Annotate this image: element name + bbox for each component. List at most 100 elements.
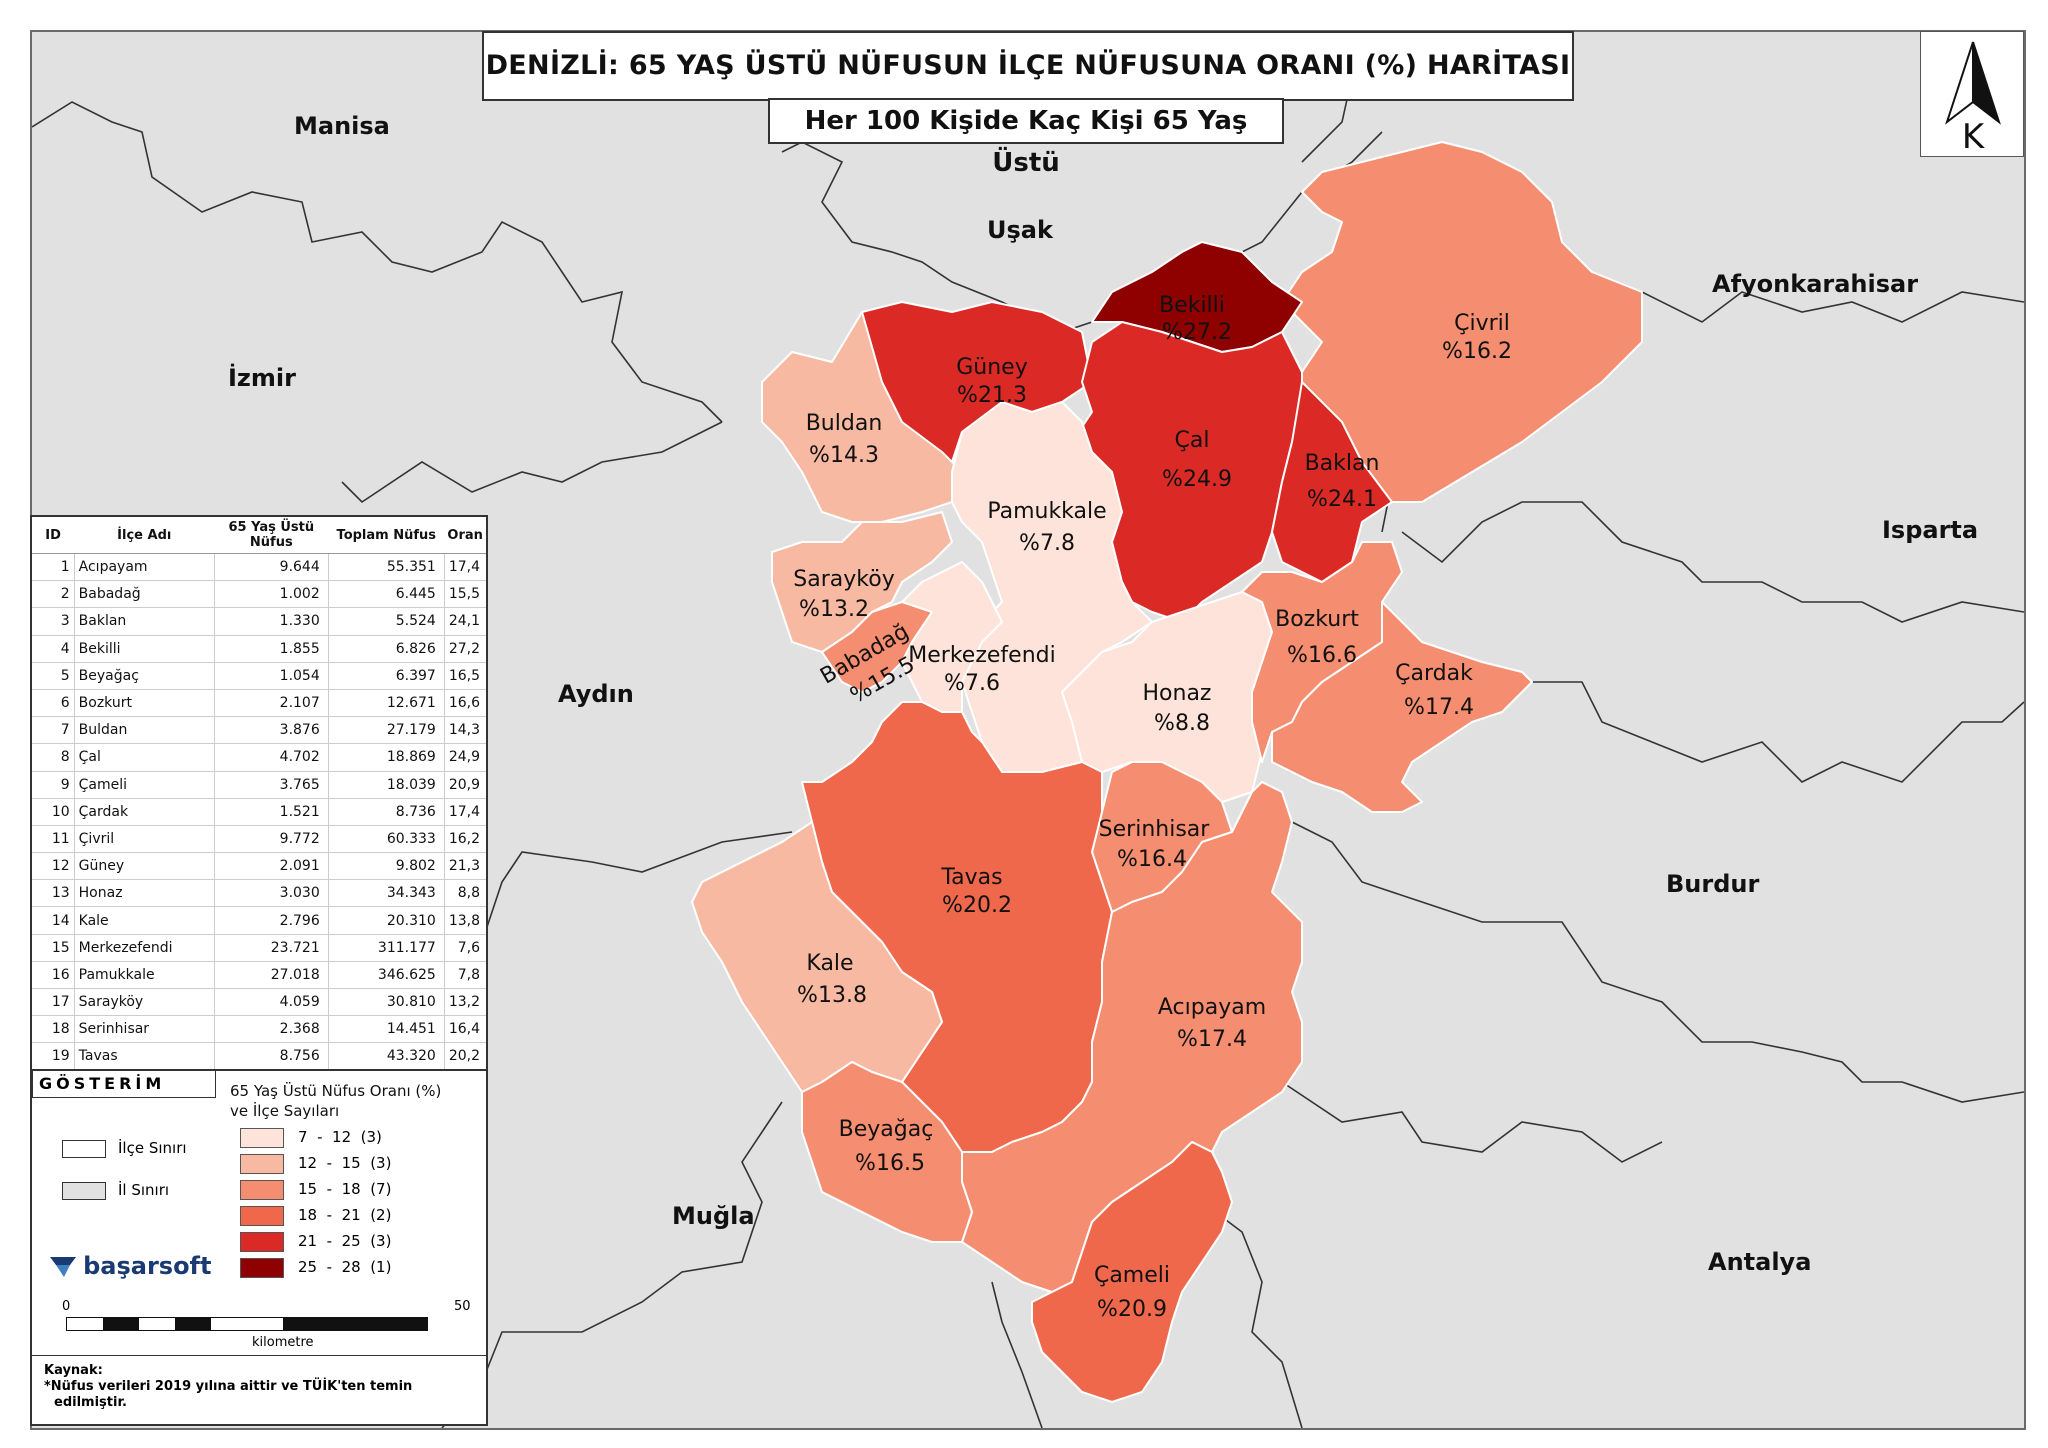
table-cell: 9.802 [327,852,445,880]
district-name-civril: Çivril [1454,311,1510,336]
district-value-bozkurt: %16.6 [1287,643,1357,668]
district-name-guney: Güney [956,355,1028,380]
district-name-kale: Kale [806,951,853,976]
table-row: 10 Çardak 1.521 8.736 17,4 [32,797,486,826]
table-cell: Bekilli [73,634,215,663]
province-label-isparta: Isparta [1882,516,1978,544]
table-cell: 43.320 [327,1042,445,1070]
table-cell: 6 [32,688,75,717]
table-cell: 4.059 [213,987,329,1016]
table-cell: 6.826 [327,634,445,663]
table-cell: 9.772 [213,824,329,853]
legend-province-border: İl Sınırı [62,1181,169,1200]
table-row: 2 Babadağ 1.002 6.445 15,5 [32,580,486,608]
legend-class-swatch [240,1153,284,1174]
table-cell: 10 [32,797,75,826]
table-cell: Bozkurt [73,688,215,717]
district-merkezefendi [901,561,1003,713]
table-cell: 1 [32,552,75,581]
legend-class-label: 18 - 21 (2) [298,1206,392,1224]
table-cell: Çardak [73,797,215,826]
table-cell: 6.397 [327,661,445,690]
table-cell: 311.177 [327,933,445,962]
table-row: 16 Pamukkale 27.018 346.625 7,8 [32,960,486,989]
north-label: K [1962,117,1986,156]
province-border-swatch [62,1181,106,1200]
basarsoft-logo-icon [50,1257,76,1277]
table-cell: 8 [32,743,75,771]
district-value-guney: %21.3 [957,383,1027,408]
legend-class-swatch [240,1205,284,1226]
table-cell: 27.179 [327,716,445,744]
district-value-pamukkale: %7.8 [1019,531,1075,556]
legend-class-swatch [240,1231,284,1252]
district-value-cal: %24.9 [1162,467,1232,492]
district-value-bekilli: %27.2 [1162,320,1232,345]
table-cell: 8.756 [213,1042,329,1070]
district-value-serinhisar: %16.4 [1117,847,1187,872]
map-subtitle: Her 100 Kişide Kaç Kişi 65 Yaş Üstü [768,98,1284,178]
table-cell: 1.054 [213,661,329,690]
source-note: Kaynak: *Nüfus verileri 2019 yılına aitt… [44,1363,412,1411]
table-cell: Baklan [73,607,215,636]
table-cell: 27.018 [213,960,329,989]
district-value-saraykoy: %13.2 [799,597,869,622]
table-cell: 14,3 [443,716,486,744]
province-label-izmir: İzmir [228,363,296,392]
table-cell: 17,4 [443,552,486,581]
legend-class: 12 - 15 (3) [240,1153,391,1174]
table-cell: 17 [32,987,75,1016]
table-row: 1 Acıpayam 9.644 55.351 17,4 [32,552,486,581]
legend-class: 15 - 18 (7) [240,1179,392,1200]
district-value-baklan: %24.1 [1307,487,1377,512]
table-cell: 16 [32,960,75,989]
district-saraykoy [771,511,953,653]
district-name-tavas: Tavas [940,865,1002,890]
table-row: 17 Sarayköy 4.059 30.810 13,2 [32,987,486,1016]
table-cell: 1.855 [213,634,329,663]
table-cell: 16,5 [443,661,486,690]
table-header-total: Toplam Nüfus [328,517,445,554]
table-cell: 2.107 [213,688,329,717]
province-label-usak: Uşak [987,216,1054,244]
table-header-id: ID [32,517,75,554]
table-cell: 12 [32,852,75,880]
legend-class-label: 21 - 25 (3) [298,1232,392,1250]
table-cell: 2 [32,580,75,608]
district-name-cameli: Çameli [1094,1263,1170,1288]
source-heading: Kaynak: [44,1363,103,1378]
table-cell: 18.869 [327,743,445,771]
table-cell: 27,2 [443,634,486,663]
table-cell: 30.810 [327,987,445,1016]
district-kale [691,821,943,1093]
district-name-acipayam: Acıpayam [1158,995,1266,1020]
district-value-cardak: %17.4 [1404,695,1474,720]
table-cell: 3.765 [213,770,329,799]
legend-heading: GÖSTERİM [32,1071,216,1098]
table-cell: 5.524 [327,607,445,636]
table-row: 4 Bekilli 1.855 6.826 27,2 [32,634,486,663]
table-cell: 2.091 [213,852,329,880]
table-row: 18 Serinhisar 2.368 14.451 16,4 [32,1015,486,1043]
table-cell: Merkezefendi [73,933,215,962]
table-header-row: ID İlçe Adı 65 Yaş Üstü Nüfus Toplam Nüf… [32,517,486,554]
legend-class-label: 15 - 18 (7) [298,1180,392,1198]
source-line2: edilmiştir. [54,1395,127,1410]
table-cell: 20,2 [443,1042,486,1070]
table-cell: 20,9 [443,770,486,799]
scale-bar-segments [66,1317,428,1331]
district-cameli [1031,1141,1233,1403]
north-arrow: K [1920,31,2024,157]
district-name-cal: Çal [1175,428,1210,453]
table-header-ratio: Oran [444,517,486,554]
table-cell: Beyağaç [73,661,215,690]
table-cell: 9.644 [213,552,329,581]
table-cell: 14 [32,906,75,935]
table-cell: 21,3 [443,852,486,880]
legend-title-line1: 65 Yaş Üstü Nüfus Oranı (%) [230,1082,442,1100]
table-cell: Güney [73,852,215,880]
table-cell: Honaz [73,879,215,907]
legend-district-border: İlçe Sınırı [62,1139,187,1158]
district-name-bekilli: Bekilli [1159,293,1225,318]
table-cell: 1.330 [213,607,329,636]
